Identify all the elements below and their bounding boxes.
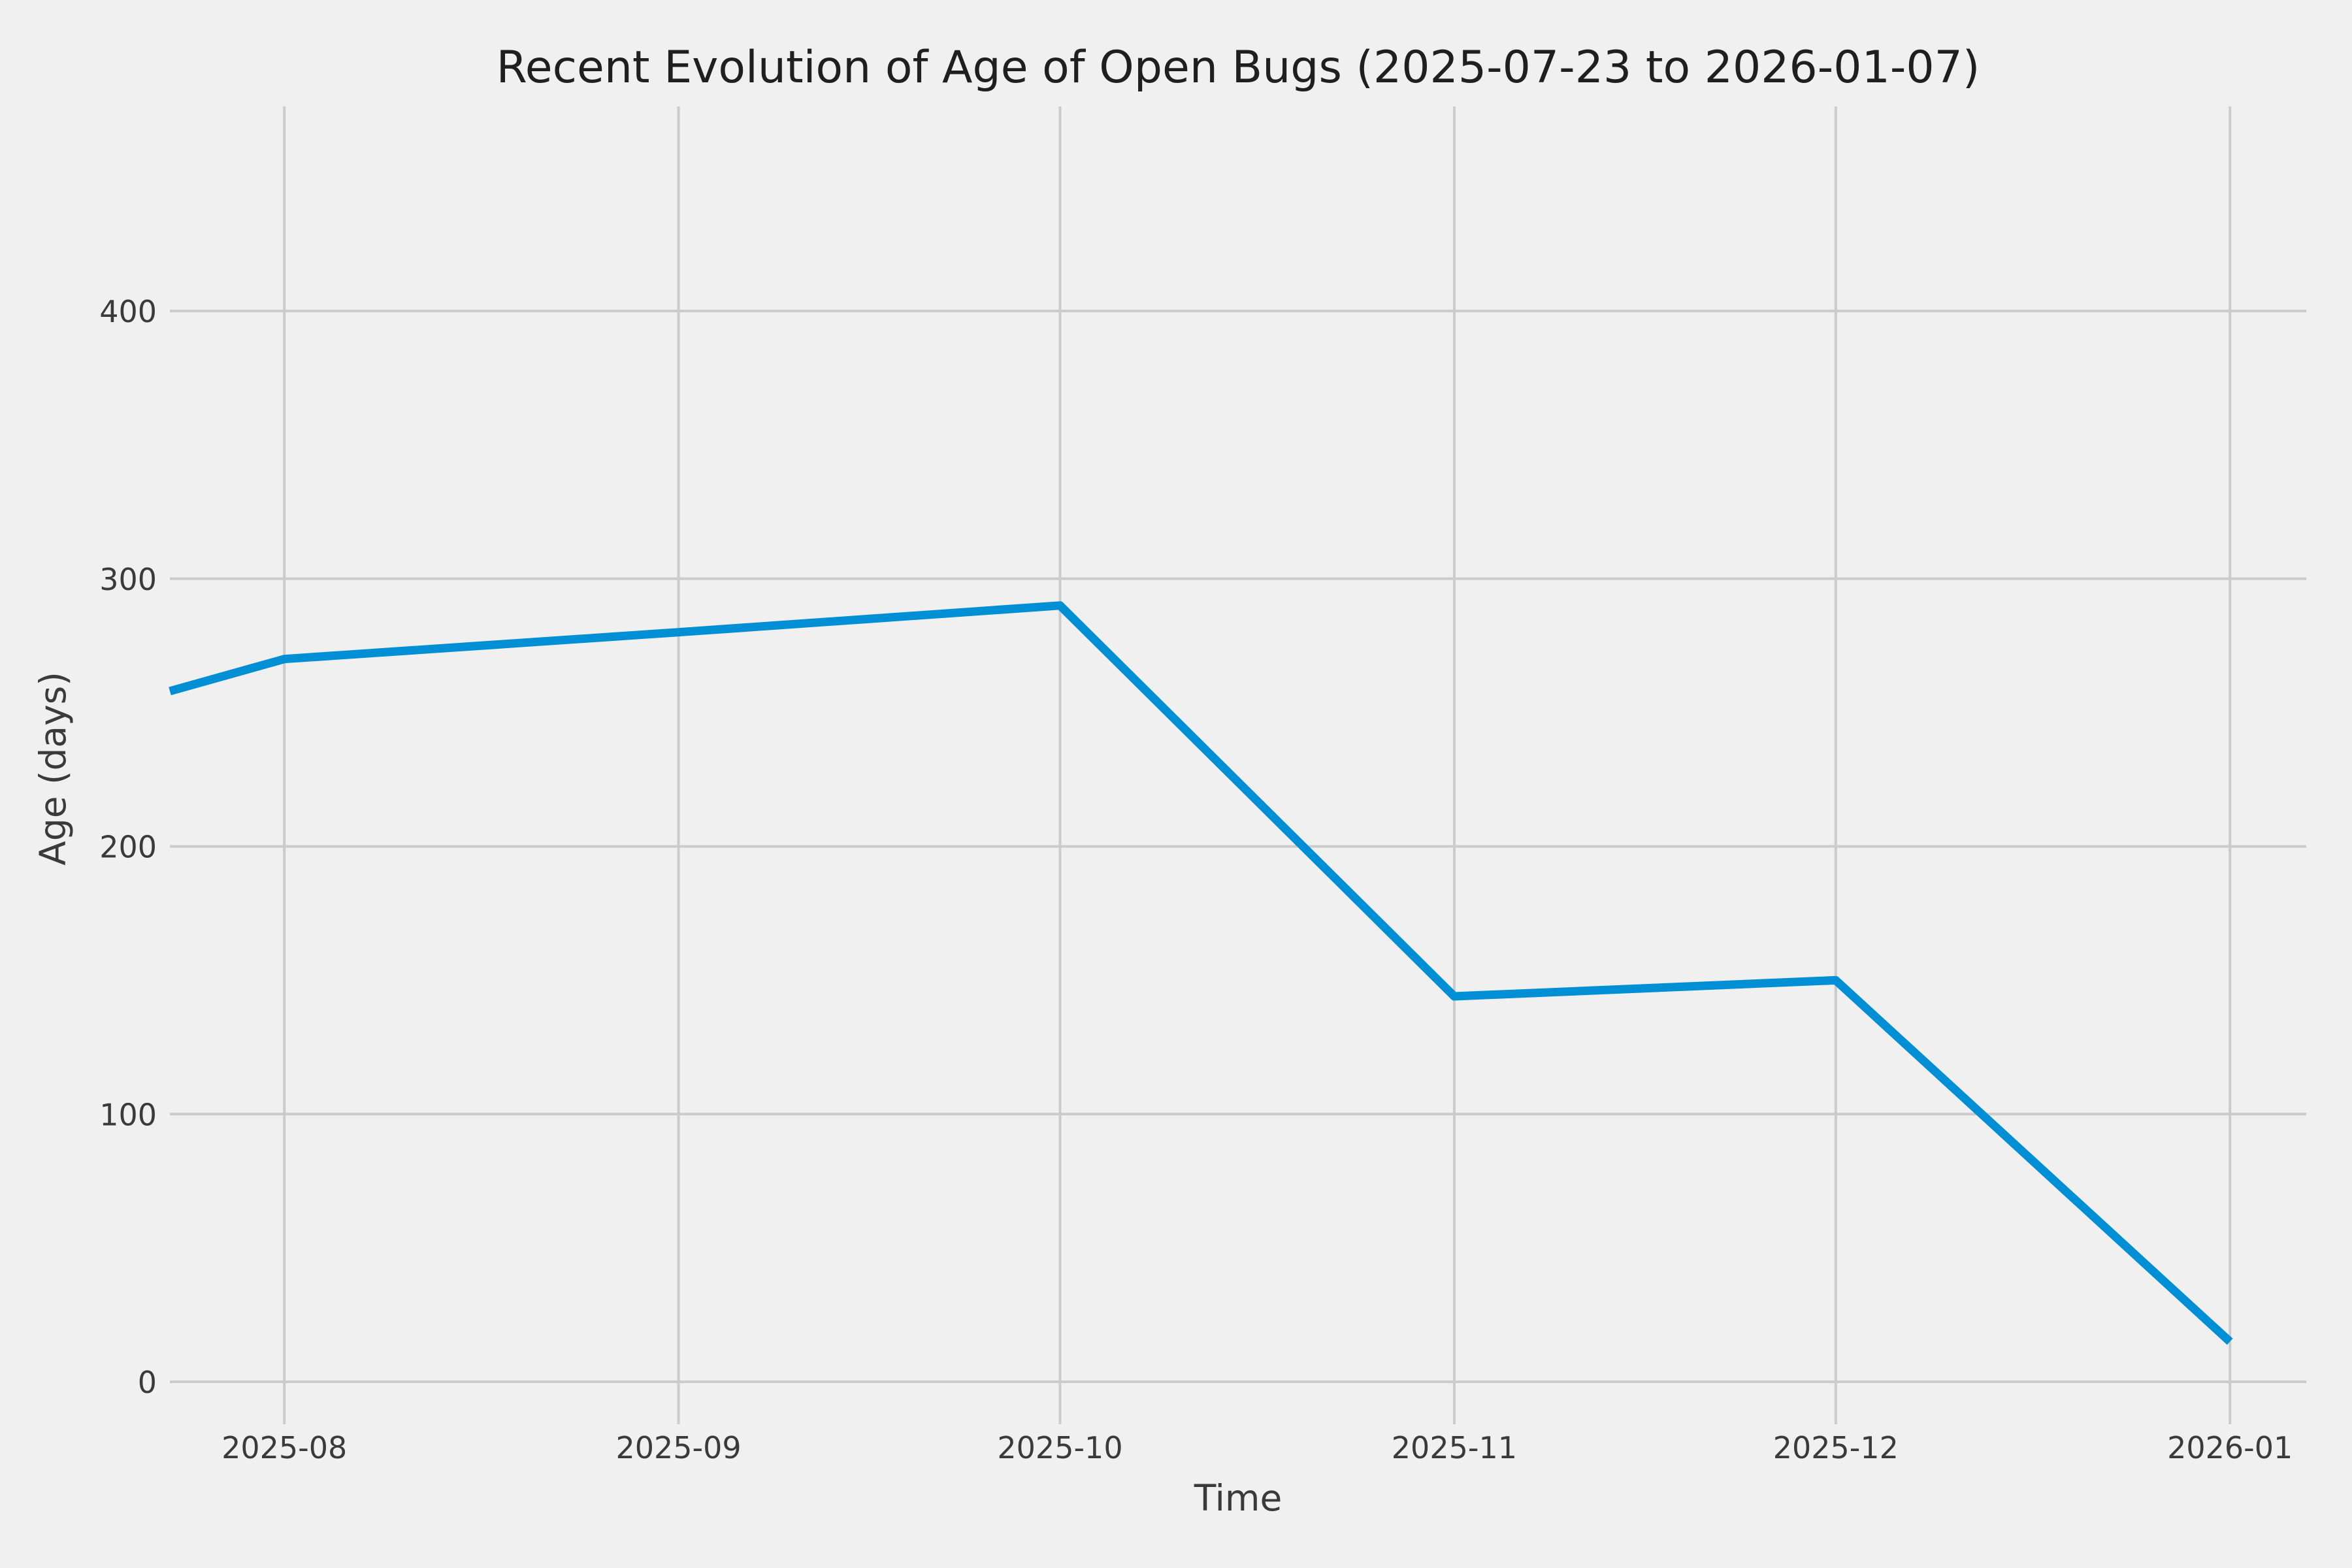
x-tick-label: 2025-09 (615, 1430, 741, 1465)
y-axis-label: Age (days) (32, 672, 74, 866)
y-tick-label: 0 (138, 1365, 157, 1400)
x-axis-tick-labels: 2025-08 2025-09 2025-10 2025-11 2025-12 2026-… (221, 1430, 2293, 1465)
y-tick-label: 200 (99, 830, 157, 865)
y-tick-label: 100 (99, 1097, 157, 1132)
gridlines (170, 106, 2306, 1424)
chart-title: Recent Evolution of Age of Open Bugs (20… (497, 42, 1980, 93)
y-axis-tick-labels: 0 100 200 300 400 (99, 294, 157, 1400)
y-tick-label: 300 (99, 562, 157, 597)
x-tick-label: 2025-10 (997, 1430, 1122, 1465)
x-tick-label: 2025-11 (1392, 1430, 1517, 1465)
x-tick-label: 2026-01 (2167, 1430, 2293, 1465)
age-of-open-bugs-line (169, 601, 2233, 1345)
x-tick-label: 2025-12 (1773, 1430, 1899, 1465)
y-tick-label: 400 (99, 294, 157, 329)
x-axis-label: Time (1194, 1477, 1282, 1519)
x-tick-label: 2025-08 (221, 1430, 347, 1465)
